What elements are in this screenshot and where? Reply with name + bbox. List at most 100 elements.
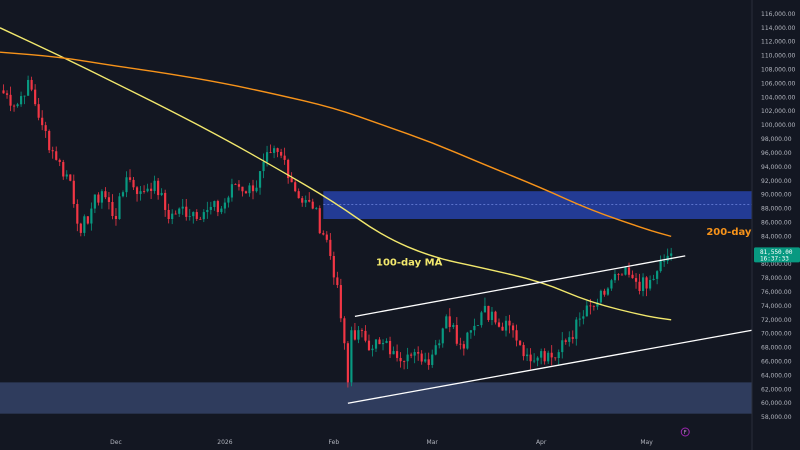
candle-body: [378, 339, 381, 345]
candle-body: [93, 194, 96, 209]
price-tick-label: 116,000.00: [761, 11, 796, 18]
candle-body: [195, 212, 198, 219]
candle-body: [613, 274, 617, 281]
price-tick-label: 104,000.00: [761, 94, 796, 101]
candle-body: [353, 330, 357, 340]
candle-body: [55, 151, 58, 160]
candle-body: [350, 330, 353, 383]
candle-body: [459, 343, 462, 345]
candle-body: [51, 150, 54, 152]
candle-body: [65, 174, 68, 177]
candle-body: [346, 343, 349, 383]
candle-body: [374, 339, 378, 349]
candle-body: [248, 185, 251, 194]
candle-body: [336, 277, 339, 286]
candle-body: [547, 352, 550, 362]
candle-body: [19, 96, 23, 105]
candle-body: [424, 359, 427, 362]
candle-body: [202, 212, 205, 220]
candle-body: [610, 280, 613, 289]
price-tick-label: 86,000.00: [761, 219, 792, 226]
candle-body: [86, 216, 89, 224]
candle-body: [164, 192, 167, 210]
price-tick-label: 58,000.00: [761, 414, 792, 421]
candle-body: [132, 179, 135, 188]
price-tick-label: 100,000.00: [761, 122, 796, 129]
candle-body: [287, 159, 290, 179]
candle-body: [118, 196, 121, 219]
candle-body: [381, 342, 385, 345]
candle-body: [188, 216, 191, 217]
candle-body: [220, 208, 223, 213]
price-axis-panel[interactable]: [752, 0, 800, 450]
candle-body: [44, 125, 47, 131]
dividend-marker-layer: F: [680, 427, 690, 437]
candle-body: [100, 191, 103, 203]
candle-body: [181, 206, 184, 209]
resistance-zone: [323, 191, 752, 219]
candle-body: [536, 357, 539, 361]
event-marker-icon[interactable]: [680, 427, 690, 437]
candle-body: [599, 290, 602, 303]
candle-body: [649, 279, 652, 289]
candle-body: [497, 322, 501, 327]
candle-body: [167, 209, 170, 219]
annotations-layer: 100-day MA 200-day MA: [376, 227, 773, 269]
candle-body: [301, 198, 304, 203]
candles-layer: [2, 75, 673, 388]
candle-body: [504, 320, 508, 331]
candle-body: [620, 274, 624, 276]
candle-body: [656, 271, 659, 279]
candle-body: [329, 239, 332, 256]
candle-body: [58, 159, 61, 163]
time-tick-label: Dec: [110, 439, 122, 446]
candle-body: [107, 197, 111, 202]
last-price-countdown: 16:37:33: [760, 255, 789, 262]
candle-body: [469, 330, 472, 333]
candle-body: [480, 312, 483, 326]
candle-body: [652, 278, 655, 280]
candle-body: [111, 201, 114, 217]
candle-body: [606, 288, 610, 295]
candle-body: [171, 213, 174, 219]
candle-body: [589, 305, 592, 307]
candle-body: [540, 351, 543, 358]
candle-body: [294, 182, 297, 192]
candle-body: [575, 319, 578, 339]
candle-body: [476, 325, 479, 326]
candle-body: [596, 302, 599, 307]
candle-body: [518, 340, 522, 345]
candle-body: [304, 199, 307, 203]
candle-body: [280, 151, 283, 156]
candle-body: [441, 328, 444, 344]
candle-body: [550, 352, 553, 358]
candle-body: [624, 267, 627, 275]
candle-body: [666, 255, 669, 261]
candle-body: [213, 201, 216, 207]
candle-body: [564, 340, 567, 342]
candle-body: [501, 326, 504, 331]
candle-body: [585, 305, 588, 317]
candle-body: [273, 148, 276, 153]
candle-body: [526, 354, 529, 357]
candle-body: [445, 316, 448, 329]
candle-body: [48, 130, 51, 151]
candle-body: [262, 161, 265, 172]
candle-body: [139, 191, 142, 194]
candle-body: [265, 152, 269, 162]
candle-body: [473, 325, 476, 331]
candle-body: [659, 260, 662, 272]
candle-body: [227, 197, 230, 203]
candle-body: [72, 180, 75, 204]
candle-body: [448, 316, 451, 327]
candle-body: [325, 234, 328, 240]
candle-body: [452, 324, 455, 327]
price-tick-label: 62,000.00: [761, 386, 792, 393]
candle-body: [403, 361, 406, 362]
candle-body: [258, 171, 262, 188]
candle-body: [638, 281, 641, 291]
time-axis: Dec 2026 Feb Mar Apr May: [110, 439, 653, 446]
candle-body: [83, 216, 86, 233]
candle-body: [529, 354, 532, 362]
